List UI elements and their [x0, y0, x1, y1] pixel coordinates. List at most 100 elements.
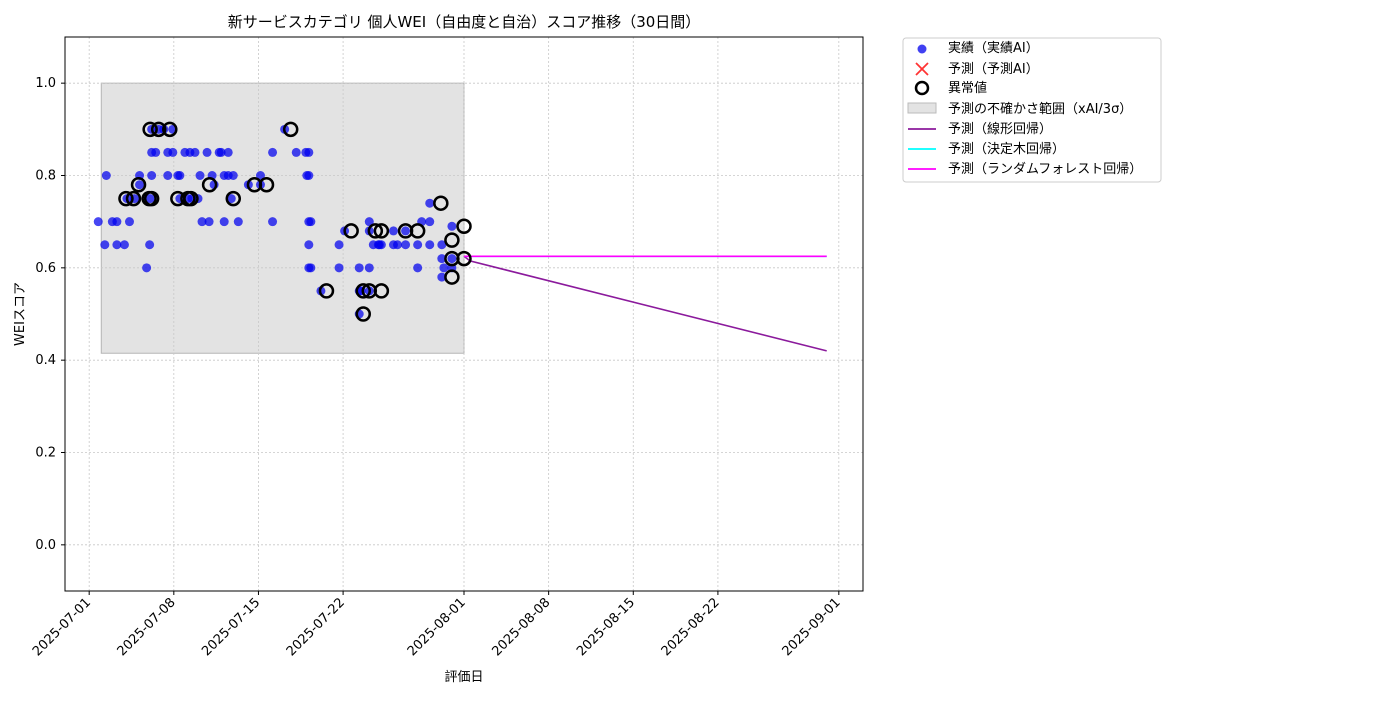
y-tick-label: 0.2 [35, 446, 56, 461]
data-point [393, 240, 402, 250]
data-point [376, 240, 386, 250]
y-axis: 0.0 0.2 0.4 0.6 0.8 1.0 [35, 76, 65, 553]
data-point [401, 226, 411, 236]
data-point [388, 226, 398, 236]
chart-title: 新サービスカテゴリ 個人WEI（自由度と自治）スコア推移（30日間） [228, 13, 701, 31]
data-point [101, 171, 111, 180]
y-tick-label: 0.8 [35, 169, 56, 184]
legend-label-forest: 予測（ランダムフォレスト回帰） [948, 161, 1142, 177]
outlier-marker [367, 223, 384, 239]
legend-marker-actual [917, 44, 927, 54]
data-point [268, 217, 278, 227]
outlier-layer [118, 121, 472, 322]
data-point [255, 171, 265, 180]
data-point [437, 240, 447, 250]
x-axis: 2025-07-01 2025-07-08 2025-07-15 2025-07-22… [30, 591, 844, 659]
data-point [306, 263, 316, 273]
data-point [228, 171, 238, 180]
x-tick-label: 2025-08-22 [659, 595, 723, 659]
x-tick-label: 2025-09-01 [780, 595, 844, 659]
grid-layer [65, 37, 863, 591]
data-point [151, 147, 161, 157]
outlier-marker [318, 283, 335, 299]
legend-marker-forecast-ai [915, 62, 929, 76]
outlier-marker [258, 176, 275, 193]
data-point [226, 194, 236, 204]
data-point [447, 254, 457, 264]
data-point [135, 180, 145, 190]
data-point [425, 217, 435, 227]
legend-marker-band [907, 102, 937, 114]
outlier-marker [444, 269, 460, 285]
data-point [413, 240, 423, 250]
outlier-marker [201, 176, 218, 193]
outlier-marker [456, 250, 472, 267]
outlier-marker [142, 121, 158, 138]
legend-label-outlier: 異常値 [948, 80, 987, 96]
outlier-marker [125, 190, 142, 207]
data-point [334, 240, 344, 250]
data-point [168, 147, 178, 157]
x-tick-label: 2025-07-15 [199, 595, 263, 659]
data-point [190, 147, 200, 157]
data-point [197, 217, 207, 227]
data-point [145, 240, 155, 250]
data-point [401, 240, 411, 250]
outlier-marker [162, 121, 178, 138]
data-point [439, 263, 449, 273]
y-tick-label: 1.0 [35, 76, 56, 91]
legend-box [902, 37, 1162, 183]
data-point [437, 254, 447, 264]
y-tick-label: 0.4 [35, 353, 56, 368]
outlier-marker [143, 190, 160, 207]
data-point [112, 240, 122, 250]
legend-marker-outlier [914, 80, 930, 96]
data-point [163, 171, 173, 180]
y-tick-label: 0.0 [35, 538, 56, 553]
legend: 実績（実績AI） 予測（予測AI） 異常値 予測の不確かさ範囲（xAI/3σ） … [902, 37, 1162, 183]
x-tick-label: 2025-07-08 [115, 595, 179, 659]
data-point [112, 217, 122, 227]
outlier-marker [456, 218, 472, 235]
data-point [216, 147, 226, 157]
data-point [437, 272, 447, 282]
data-point [413, 263, 423, 273]
data-point [119, 240, 129, 250]
data-point [175, 171, 185, 180]
data-point [268, 147, 278, 157]
data-point [202, 147, 212, 157]
legend-label-actual: 実績（実績AI） [948, 40, 1039, 56]
data-point [304, 240, 314, 250]
x-axis-label: 評価日 [444, 670, 483, 685]
y-axis-label: WEIスコア [13, 282, 28, 346]
data-point [223, 147, 233, 157]
outlier-marker [343, 223, 359, 239]
x-tick-label: 2025-07-22 [284, 595, 348, 659]
data-point [93, 217, 103, 227]
data-point [425, 198, 435, 208]
x-tick-label: 2025-07-01 [30, 595, 94, 659]
x-tick-label: 2025-08-01 [405, 595, 469, 659]
legend-label-linear: 予測（線形回帰） [948, 121, 1052, 137]
data-point [142, 263, 152, 273]
data-point [304, 171, 314, 180]
data-point [425, 240, 435, 250]
x-tick-label: 2025-08-15 [574, 595, 638, 659]
outlier-marker [130, 176, 147, 193]
outlier-marker [355, 306, 371, 322]
outlier-marker [433, 195, 449, 211]
data-point [306, 217, 316, 227]
data-point [364, 217, 374, 227]
outlier-marker [373, 283, 390, 299]
data-point [204, 217, 214, 227]
data-point [100, 240, 110, 250]
outlier-marker [225, 190, 242, 207]
outlier-marker [444, 232, 460, 248]
outlier-marker [282, 121, 299, 138]
data-point [147, 171, 157, 180]
legend-label-band: 予測の不確かさ範囲（xAI/3σ） [948, 101, 1132, 117]
data-point [304, 147, 314, 157]
outlier-marker [183, 190, 199, 207]
